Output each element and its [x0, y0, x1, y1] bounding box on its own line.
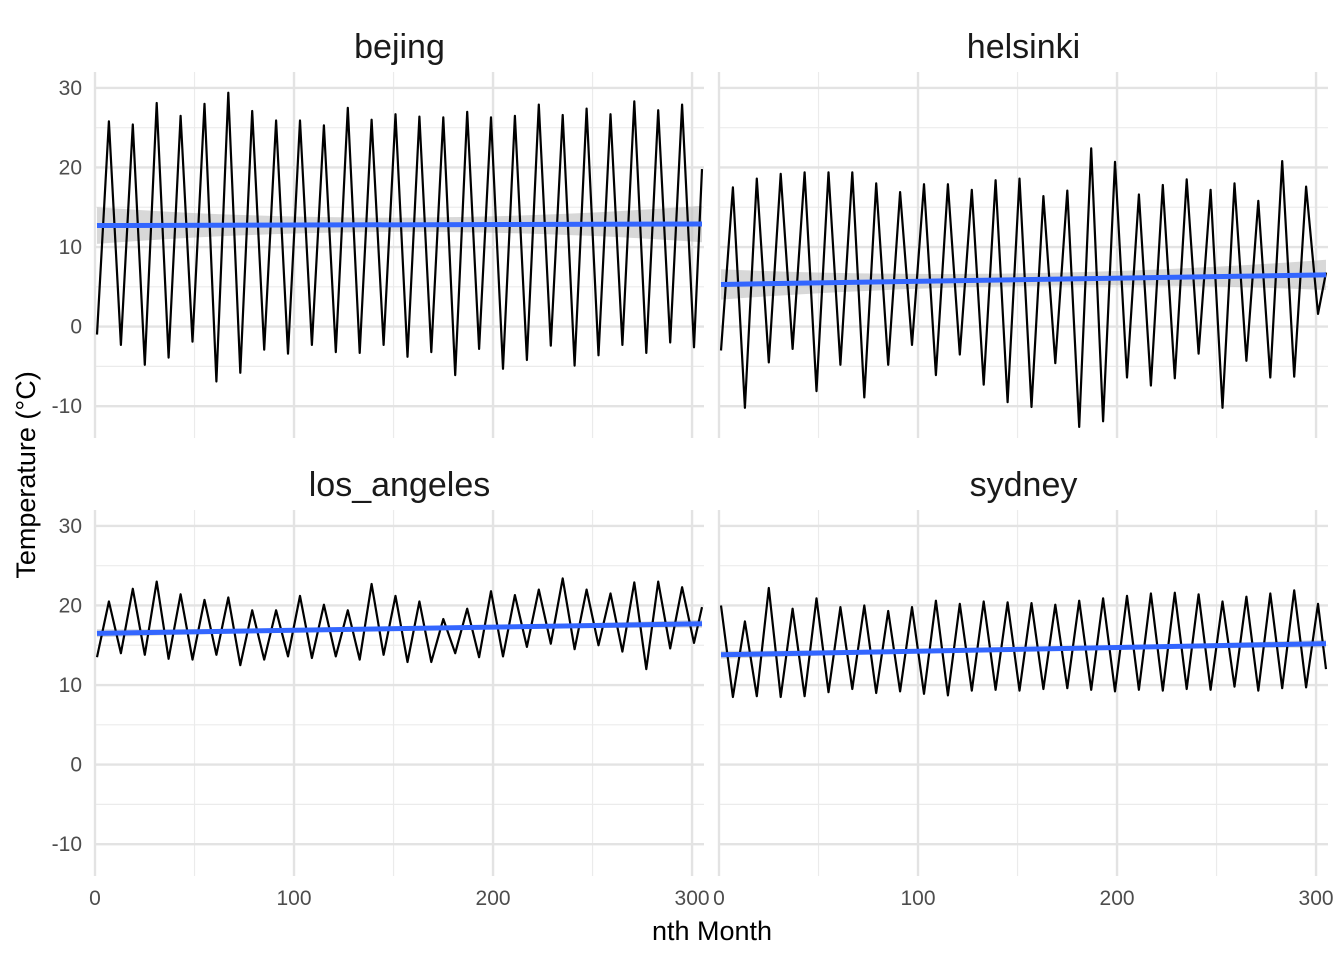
panels-layer: bejing helsinki los_angeles sydney	[93, 28, 1328, 876]
y-tick-label: 30	[59, 77, 82, 100]
trend-line	[96, 621, 703, 636]
x-tick-label: 100	[900, 887, 935, 910]
trend-line	[720, 641, 1327, 658]
trend-line	[96, 221, 703, 229]
y-tick-label: 0	[70, 754, 82, 777]
y-tick-label: 0	[70, 316, 82, 339]
x-tick-label: 300	[1299, 887, 1334, 910]
y-tick-label: 10	[59, 674, 82, 697]
trend-line	[720, 272, 1327, 287]
y-tick-label: -10	[52, 395, 82, 418]
x-tick-label: 100	[276, 887, 311, 910]
y-tick-label: 20	[59, 594, 82, 617]
panel-title-los_angeles: los_angeles	[309, 466, 490, 504]
x-tick-label: 200	[1100, 887, 1135, 910]
y-tick-label: 20	[59, 156, 82, 179]
temperature-line	[95, 91, 704, 383]
panel-sydney: sydney	[717, 466, 1328, 876]
y-tick-label: 10	[59, 236, 82, 259]
x-tick-label: 300	[675, 887, 710, 910]
panel-title-helsinki: helsinki	[967, 28, 1080, 66]
panel-title-bejing: bejing	[354, 28, 445, 66]
panel-los_angeles: los_angeles	[93, 466, 704, 876]
panel-title-sydney: sydney	[970, 466, 1078, 504]
x-axis-title: nth Month	[652, 916, 772, 946]
y-tick-label: -10	[52, 833, 82, 856]
panel-bejing: bejing	[93, 28, 704, 438]
y-tick-label: 30	[59, 515, 82, 538]
x-tick-label: 200	[476, 887, 511, 910]
panel-helsinki: helsinki	[717, 28, 1328, 438]
x-tick-label: 0	[89, 887, 101, 910]
y-axis-title: Temperature (°C)	[11, 371, 41, 578]
x-tick-label: 0	[713, 887, 725, 910]
temperature-line	[719, 147, 1328, 428]
